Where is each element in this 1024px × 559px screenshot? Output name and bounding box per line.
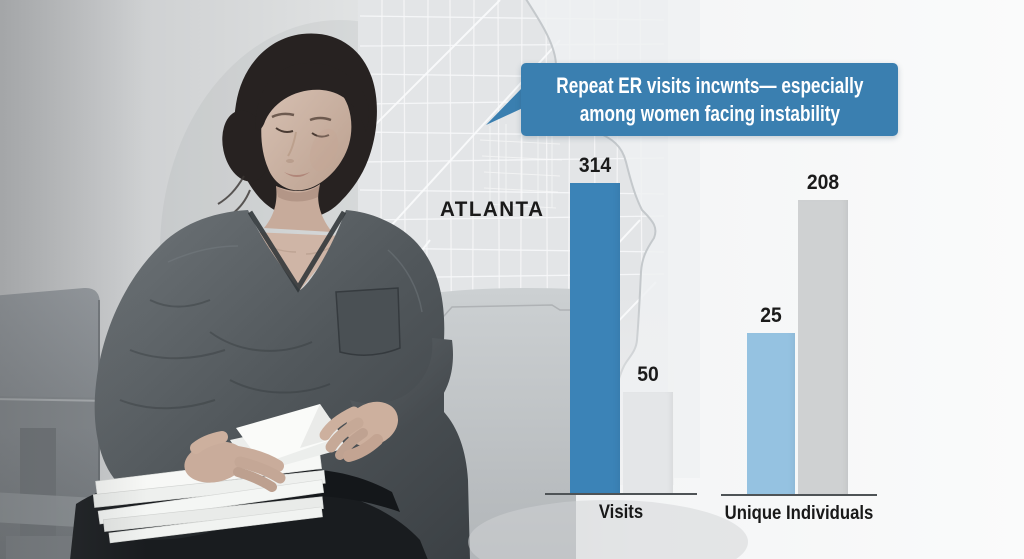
bar-value-314: 314 (578, 154, 612, 177)
bar-visits-secondary (623, 392, 673, 494)
bar-value-208: 208 (806, 171, 840, 194)
callout-bubble: Repeat ER visits incwnts— especially amo… (521, 63, 898, 136)
bar-value-25: 25 (760, 304, 782, 327)
callout-line-1: Repeat ER visits incwnts— especially (555, 72, 864, 98)
bar-unique-highlight (747, 333, 795, 495)
map-label-atlanta: ATLANTA (440, 198, 545, 221)
category-label-visits: Visits (598, 502, 644, 523)
seat-shadow (468, 500, 748, 559)
axis-baseline-unique (721, 494, 877, 496)
bar-value-50: 50 (637, 363, 659, 386)
bar-unique-total (798, 200, 848, 495)
bar-visits-total (570, 183, 620, 494)
callout-line-2: among women facing instability (579, 100, 840, 126)
vignette (0, 0, 420, 559)
callout-text: Repeat ER visits incwnts— especially amo… (556, 72, 863, 127)
axis-baseline-visits (545, 493, 697, 495)
category-label-unique-individuals: Unique Individuals (724, 503, 874, 524)
